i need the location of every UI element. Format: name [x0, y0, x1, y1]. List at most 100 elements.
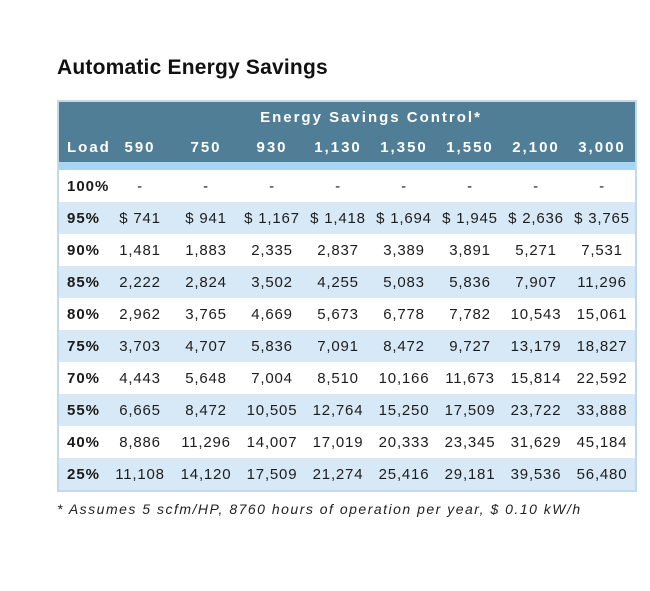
value-cell: 18,827	[569, 330, 635, 362]
value-cell: 10,166	[371, 362, 437, 394]
value-cell: 56,480	[569, 458, 635, 490]
table-row: 55% 6,665 8,472 10,505 12,764 15,250 17,509 23,…	[59, 394, 635, 426]
load-cell: 95%	[59, 202, 107, 234]
value-cell: 8,472	[173, 394, 239, 426]
value-cell: $ 3,765	[569, 202, 635, 234]
column-header: 1,130	[305, 132, 371, 162]
value-cell: 23,722	[503, 394, 569, 426]
value-cell: $ 2,636	[503, 202, 569, 234]
value-cell: 10,505	[239, 394, 305, 426]
value-cell: -	[239, 170, 305, 202]
value-cell: 4,669	[239, 298, 305, 330]
value-cell: 6,778	[371, 298, 437, 330]
page-title: Automatic Energy Savings	[57, 56, 328, 79]
banner-row: Energy Savings Control*	[59, 102, 635, 132]
table-row: 80% 2,962 3,765 4,669 5,673 6,778 7,782 10,543 1…	[59, 298, 635, 330]
divider-strip	[59, 162, 635, 170]
value-cell: 14,120	[173, 458, 239, 490]
value-cell: 5,673	[305, 298, 371, 330]
value-cell: 29,181	[437, 458, 503, 490]
value-cell: 1,481	[107, 234, 173, 266]
table-header: Energy Savings Control* Load 590 750 930 1,1…	[59, 102, 635, 170]
value-cell: 15,250	[371, 394, 437, 426]
value-cell: -	[503, 170, 569, 202]
energy-savings-table: Energy Savings Control* Load 590 750 930 1,1…	[57, 100, 637, 492]
load-cell: 85%	[59, 266, 107, 298]
value-cell: 8,886	[107, 426, 173, 458]
value-cell: 3,703	[107, 330, 173, 362]
value-cell: 4,255	[305, 266, 371, 298]
value-cell: $ 941	[173, 202, 239, 234]
value-cell: 5,648	[173, 362, 239, 394]
load-cell: 90%	[59, 234, 107, 266]
load-cell: 40%	[59, 426, 107, 458]
table-row: 85% 2,222 2,824 3,502 4,255 5,083 5,836 7,907 11…	[59, 266, 635, 298]
value-cell: 6,665	[107, 394, 173, 426]
value-cell: -	[437, 170, 503, 202]
value-cell: 5,836	[239, 330, 305, 362]
value-cell: 5,083	[371, 266, 437, 298]
value-cell: 7,091	[305, 330, 371, 362]
column-header: 1,550	[437, 132, 503, 162]
value-cell: 31,629	[503, 426, 569, 458]
table-footnote: * Assumes 5 scfm/HP, 8760 hours of opera…	[57, 501, 582, 517]
value-cell: 11,673	[437, 362, 503, 394]
value-cell: 15,814	[503, 362, 569, 394]
value-cell: 11,296	[173, 426, 239, 458]
value-cell: 3,891	[437, 234, 503, 266]
value-cell: 12,764	[305, 394, 371, 426]
table-row: 90% 1,481 1,883 2,335 2,837 3,389 3,891 5,271 7,…	[59, 234, 635, 266]
value-cell: 13,179	[503, 330, 569, 362]
divider-strip-row	[59, 162, 635, 170]
value-cell: 14,007	[239, 426, 305, 458]
value-cell: 4,443	[107, 362, 173, 394]
value-cell: -	[569, 170, 635, 202]
value-cell: 11,108	[107, 458, 173, 490]
table-row: 40% 8,886 11,296 14,007 17,019 20,333 23,345 31…	[59, 426, 635, 458]
value-cell: 9,727	[437, 330, 503, 362]
value-cell: 1,883	[173, 234, 239, 266]
value-cell: 7,004	[239, 362, 305, 394]
table-row: 95% $ 741 $ 941 $ 1,167 $ 1,418 $ 1,694 $ 1,94…	[59, 202, 635, 234]
value-cell: -	[107, 170, 173, 202]
value-cell: 25,416	[371, 458, 437, 490]
value-cell: 17,509	[437, 394, 503, 426]
column-header: 3,000	[569, 132, 635, 162]
value-cell: $ 741	[107, 202, 173, 234]
column-header: 930	[239, 132, 305, 162]
column-header-load: Load	[59, 132, 109, 162]
value-cell: 2,824	[173, 266, 239, 298]
load-cell: 55%	[59, 394, 107, 426]
value-cell: $ 1,167	[239, 202, 305, 234]
load-cell: 75%	[59, 330, 107, 362]
table-row: 70% 4,443 5,648 7,004 8,510 10,166 11,673 15,81…	[59, 362, 635, 394]
load-cell: 80%	[59, 298, 107, 330]
load-cell: 70%	[59, 362, 107, 394]
table-row: 25% 11,108 14,120 17,509 21,274 25,416 29,181 3…	[59, 458, 635, 490]
value-cell: 33,888	[569, 394, 635, 426]
value-cell: 7,907	[503, 266, 569, 298]
value-cell: 15,061	[569, 298, 635, 330]
column-header: 1,350	[371, 132, 437, 162]
value-cell: 17,019	[305, 426, 371, 458]
table-banner: Energy Savings Control*	[107, 102, 635, 132]
value-cell: -	[371, 170, 437, 202]
column-header: 2,100	[503, 132, 569, 162]
value-cell: 7,782	[437, 298, 503, 330]
value-cell: -	[173, 170, 239, 202]
table-row: 75% 3,703 4,707 5,836 7,091 8,472 9,727 13,179 1…	[59, 330, 635, 362]
value-cell: 7,531	[569, 234, 635, 266]
value-cell: -	[305, 170, 371, 202]
value-cell: 5,271	[503, 234, 569, 266]
value-cell: 10,543	[503, 298, 569, 330]
value-cell: 21,274	[305, 458, 371, 490]
value-cell: 5,836	[437, 266, 503, 298]
load-cell: 100%	[59, 170, 108, 202]
value-cell: 8,510	[305, 362, 371, 394]
value-cell: 3,389	[371, 234, 437, 266]
value-cell: 45,184	[569, 426, 635, 458]
column-header-row: Load 590 750 930 1,130 1,350 1,550 2,100 3,000	[59, 132, 635, 162]
value-cell: 3,502	[239, 266, 305, 298]
load-cell: 25%	[59, 458, 107, 490]
